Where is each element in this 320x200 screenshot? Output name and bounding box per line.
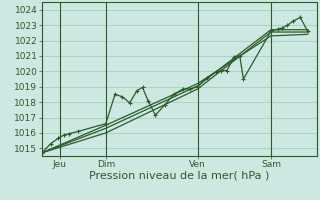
X-axis label: Pression niveau de la mer( hPa ): Pression niveau de la mer( hPa )	[89, 171, 269, 181]
